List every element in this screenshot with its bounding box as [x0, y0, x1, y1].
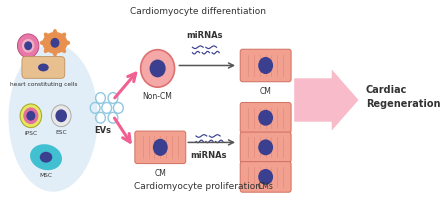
FancyBboxPatch shape	[240, 132, 291, 163]
Ellipse shape	[20, 104, 41, 128]
Ellipse shape	[38, 64, 49, 71]
Ellipse shape	[42, 32, 67, 54]
Ellipse shape	[149, 60, 165, 77]
Ellipse shape	[30, 144, 62, 170]
Text: Cardiomyocyte proliferation: Cardiomyocyte proliferation	[134, 182, 261, 191]
Ellipse shape	[140, 50, 174, 87]
Ellipse shape	[50, 38, 59, 48]
Ellipse shape	[55, 109, 67, 122]
Ellipse shape	[60, 33, 66, 39]
FancyBboxPatch shape	[240, 102, 291, 133]
Ellipse shape	[51, 105, 71, 127]
Ellipse shape	[23, 107, 38, 124]
FancyBboxPatch shape	[240, 162, 291, 192]
Text: ESC: ESC	[55, 130, 67, 135]
Text: Cardiomyocyte differentiation: Cardiomyocyte differentiation	[130, 7, 266, 16]
Text: CMs: CMs	[258, 182, 273, 191]
Ellipse shape	[63, 40, 70, 45]
Ellipse shape	[40, 152, 52, 163]
Ellipse shape	[17, 34, 39, 58]
FancyBboxPatch shape	[240, 49, 291, 82]
Text: MSC: MSC	[40, 173, 53, 178]
Polygon shape	[294, 69, 359, 131]
Ellipse shape	[24, 41, 32, 50]
Ellipse shape	[258, 169, 273, 185]
Ellipse shape	[53, 49, 57, 57]
Ellipse shape	[258, 139, 273, 155]
Text: miRNAs: miRNAs	[190, 151, 227, 160]
Ellipse shape	[40, 40, 47, 45]
Text: Non-CM: Non-CM	[143, 92, 173, 101]
Ellipse shape	[153, 139, 168, 156]
Text: miRNAs: miRNAs	[187, 31, 223, 40]
Text: CM: CM	[260, 87, 272, 96]
Ellipse shape	[53, 29, 57, 37]
Ellipse shape	[8, 44, 98, 192]
Text: CM: CM	[154, 169, 166, 178]
Ellipse shape	[26, 111, 35, 121]
Ellipse shape	[258, 110, 273, 126]
Ellipse shape	[60, 46, 66, 53]
FancyBboxPatch shape	[22, 57, 65, 78]
Text: Cardiac
Regeneration: Cardiac Regeneration	[366, 85, 440, 109]
Text: iPSC: iPSC	[24, 131, 37, 136]
FancyBboxPatch shape	[135, 131, 186, 164]
Ellipse shape	[258, 57, 273, 74]
Ellipse shape	[44, 33, 50, 39]
Text: heart constituting cells: heart constituting cells	[10, 82, 78, 87]
Ellipse shape	[44, 46, 50, 53]
Text: EVs: EVs	[95, 126, 112, 135]
Ellipse shape	[22, 39, 34, 53]
